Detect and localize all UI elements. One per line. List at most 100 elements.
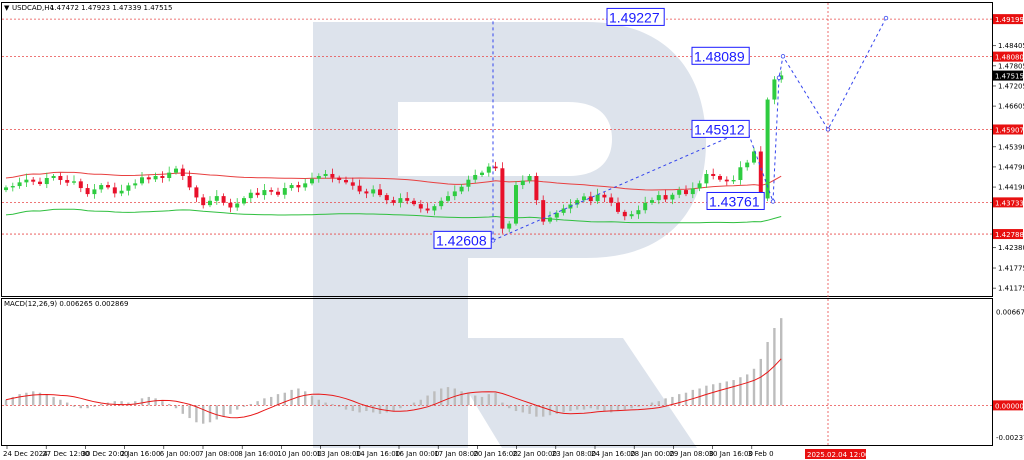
candle-body: [561, 208, 566, 213]
candle-body: [24, 179, 29, 183]
candle-body: [4, 187, 8, 191]
candle-body: [384, 195, 389, 201]
candle-body: [663, 195, 668, 200]
candle-body: [289, 185, 294, 189]
forecast-point: [770, 199, 776, 204]
candle-body: [432, 206, 437, 211]
candle-body: [160, 175, 165, 178]
candle-body: [500, 168, 505, 229]
candle-body: [466, 179, 471, 187]
level-label: 1.49199: [995, 16, 1024, 24]
candle-body: [473, 174, 478, 180]
candle-body: [228, 202, 233, 208]
price-panel-frame: [1, 2, 993, 297]
macd-panel-frame: [1, 298, 993, 446]
price-tick-label: 1.44190: [998, 184, 1024, 192]
candle-body: [752, 151, 756, 163]
candle-body: [208, 200, 212, 206]
current-price-box: [993, 70, 1023, 81]
price-axis: 1.49199 1.48080 1.45907 1.43733 1.42788 1.484…: [992, 14, 1024, 293]
candle-body: [643, 202, 648, 211]
time-tick-label: 30 Jan 16:00: [709, 450, 753, 458]
candle-body: [602, 194, 607, 198]
candle-body: [514, 185, 518, 224]
candle-body: [214, 196, 219, 201]
time-tick-label: 24 Jan 16:00: [591, 450, 635, 458]
level-label: 1.48080: [995, 54, 1024, 62]
level-box: [993, 14, 1023, 25]
time-tick-label: 27 Dec 12:00: [42, 450, 89, 458]
candle-body: [772, 79, 777, 100]
time-tick-label: 24 Dec 2024: [3, 450, 48, 458]
symbol-label: USDCAD,H4: [12, 4, 55, 12]
time-tick-label: 29 Jan 08:00: [669, 450, 713, 458]
candle-body: [180, 168, 185, 176]
candle-body: [248, 192, 253, 199]
candle-body: [153, 175, 158, 180]
price-tick-label: 1.41175: [998, 285, 1024, 293]
time-tick-label: 20 Jan 16:00: [473, 450, 517, 458]
candle-body: [493, 166, 498, 169]
forecast-label-box: [691, 119, 750, 138]
candle-body: [724, 179, 729, 182]
forecast-label-box: [606, 7, 665, 26]
time-tick-label: 14 Jan 16:00: [356, 450, 400, 458]
candle-body: [303, 183, 308, 188]
candle-body: [718, 175, 722, 180]
forecast-label-text: 1.42608: [436, 232, 487, 248]
level-box: [993, 124, 1023, 135]
forecast-label-box: [433, 230, 492, 249]
candle-body: [10, 186, 15, 188]
candle-body: [133, 183, 138, 186]
macd-tick-label: 0.006677: [996, 308, 1024, 316]
time-tick-label: 6 Jan 00:00: [160, 450, 200, 458]
level-label: 1.45907: [995, 126, 1024, 134]
candle-body: [690, 188, 695, 195]
time-tick-label: 7 Jan 08:00: [199, 450, 239, 458]
time-tick-label: 16 Jan 00:00: [395, 450, 439, 458]
moving-averages: [5, 171, 782, 224]
time-tick-label: 10 Jan 00:00: [277, 450, 321, 458]
candle-body: [72, 181, 76, 183]
forecast-label-text: 1.45912: [694, 121, 745, 137]
candle-body: [282, 188, 287, 195]
candle-body: [622, 211, 627, 217]
candle-body: [51, 175, 56, 178]
candle-body: [357, 185, 362, 192]
watermark-logo: [313, 22, 706, 448]
candle-body: [459, 186, 464, 192]
candle-body: [316, 175, 321, 179]
price-tick-label: 1.42380: [998, 244, 1024, 252]
candle-body: [146, 177, 151, 180]
candle-body: [656, 195, 661, 201]
forecast-label-text: 1.49227: [609, 9, 660, 25]
candle-body: [507, 223, 512, 229]
time-tick-label: 23 Jan 08:00: [552, 450, 596, 458]
time-tick-label: 8 Jan 16:00: [238, 450, 278, 458]
candle-body: [242, 198, 246, 204]
time-marker-label: 2025.02.04 12:00: [807, 451, 869, 459]
candle-body: [78, 181, 83, 189]
candle-body: [575, 200, 580, 205]
candle-body: [745, 162, 750, 168]
triangle-down-icon[interactable]: ▼: [4, 4, 10, 12]
candle-body: [629, 214, 634, 217]
candle-body: [609, 197, 614, 203]
candle-body: [378, 189, 382, 196]
macd-histogram: [4, 318, 783, 424]
candle-body: [221, 196, 226, 203]
candle-body: [44, 178, 49, 185]
candle-body: [85, 188, 90, 195]
time-tick-label: 2 Jan 16:00: [121, 450, 161, 458]
candle-body: [418, 204, 423, 209]
time-marker-box: [805, 449, 866, 459]
candle-body: [486, 166, 491, 173]
price-tick-label: 1.47805: [998, 62, 1024, 70]
level-label: 1.43733: [995, 199, 1024, 207]
candle-body: [765, 99, 770, 199]
candle-body: [235, 203, 240, 208]
macd-tick-label: -0.002378: [996, 434, 1024, 442]
macd-axis: 0.006677 0.000000 -0.002378: [993, 308, 1024, 442]
macd-signal-line: [2, 358, 992, 419]
candle-body: [65, 180, 70, 183]
